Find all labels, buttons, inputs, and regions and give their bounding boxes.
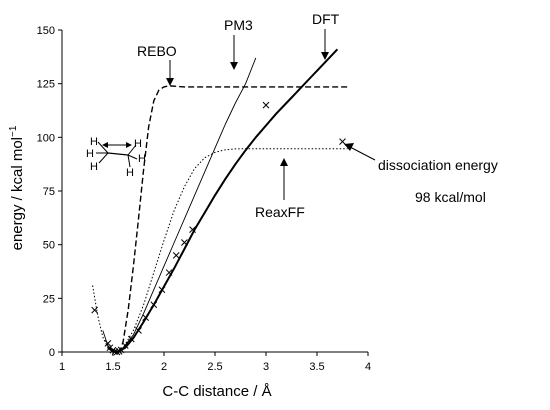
dft-point-marker xyxy=(181,239,188,246)
dft-point-marker xyxy=(91,306,98,314)
label-dft: DFT xyxy=(312,11,340,27)
y-tick-label: 150 xyxy=(37,25,55,37)
y-axis-title: energy / kcal mol−1 xyxy=(8,125,26,250)
atom-h-1: H xyxy=(90,136,98,148)
arrowhead-pm3 xyxy=(230,62,238,70)
dft-point-marker xyxy=(121,342,129,349)
dft-markers xyxy=(91,101,346,356)
label-rebo: REBO xyxy=(137,43,177,59)
atom-h-6: H xyxy=(126,167,134,179)
arrowhead-reaxff xyxy=(280,158,288,166)
label-dissociation-value: 98 kcal/mol xyxy=(415,189,486,205)
dft-point-marker xyxy=(113,348,121,356)
molecule-bond-h6 xyxy=(127,154,131,168)
y-tick-label: 75 xyxy=(43,186,55,198)
y-axis-title-exponent: −1 xyxy=(8,125,19,137)
dft-point-marker xyxy=(262,101,270,109)
series-line-rebo xyxy=(110,85,348,353)
molecule-arrowhead-right xyxy=(126,142,132,148)
atom-h-2: H xyxy=(86,148,94,160)
molecule-arrowhead-left xyxy=(102,142,108,148)
dft-point-marker xyxy=(189,226,196,233)
atom-h-5: H xyxy=(138,153,146,165)
molecule-bond-cc xyxy=(107,152,129,156)
dft-point-marker xyxy=(128,335,135,343)
dft-point-marker xyxy=(150,301,158,309)
y-tick-label: 100 xyxy=(37,132,55,144)
series-line-dft xyxy=(107,48,339,353)
x-tick-label: 2 xyxy=(161,361,167,373)
x-axis-title: C-C distance / Å xyxy=(162,383,271,400)
y-tick-label: 125 xyxy=(37,79,55,91)
label-dissociation-energy: dissociation energy xyxy=(378,157,498,173)
x-tick-label: 1.5 xyxy=(105,361,120,373)
y-tick-label: 50 xyxy=(43,240,55,252)
label-reaxff: ReaxFF xyxy=(255,204,305,220)
axes xyxy=(61,30,368,353)
y-tick-label: 0 xyxy=(49,347,55,359)
molecule-bond-h5 xyxy=(127,154,138,160)
dft-point-marker xyxy=(172,252,180,259)
arrowhead-dft xyxy=(321,52,329,60)
x-ticks: 1 1.5 2 2.5 3 3.5 4 xyxy=(59,352,371,373)
molecule-bond-h3 xyxy=(98,152,109,164)
atom-h-4: H xyxy=(134,138,142,150)
series-line-pm3 xyxy=(102,57,257,352)
molecule-bond-h1 xyxy=(97,141,109,154)
label-pm3: PM3 xyxy=(224,17,253,33)
dft-point-marker xyxy=(165,269,173,276)
series-line-reaxff xyxy=(92,148,348,352)
curves xyxy=(92,48,348,353)
ethane-molecule-icon: H H H H H H xyxy=(86,136,146,179)
y-ticks: 0 25 50 75 100 125 150 xyxy=(37,25,62,359)
arrowhead-dissociation xyxy=(344,143,354,151)
molecule-bond-h4 xyxy=(127,144,137,156)
dft-point-marker xyxy=(104,340,112,347)
y-axis-title-main: energy / kcal mol xyxy=(9,137,26,250)
dft-point-marker xyxy=(158,286,166,294)
x-tick-label: 4 xyxy=(365,361,371,373)
dft-point-marker xyxy=(339,138,346,145)
x-tick-label: 3.5 xyxy=(309,361,324,373)
x-tick-label: 3 xyxy=(263,361,269,373)
dft-point-marker xyxy=(142,314,149,322)
x-tick-label: 1 xyxy=(59,361,65,373)
atom-h-3: H xyxy=(90,161,98,173)
dft-point-marker xyxy=(135,327,142,334)
arrowhead-rebo xyxy=(166,78,174,86)
arrow-dissociation xyxy=(349,146,376,161)
x-tick-label: 2.5 xyxy=(207,361,222,373)
y-tick-label: 25 xyxy=(43,293,55,305)
